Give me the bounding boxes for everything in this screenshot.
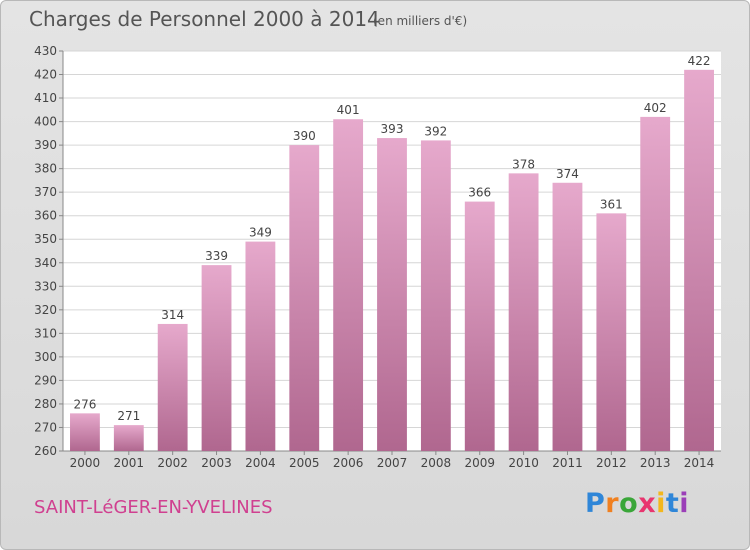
bar-value-label: 349 [249,226,272,240]
bar-value-label: 374 [556,167,579,181]
bar-2008 [420,140,451,452]
x-tick-label: 2010 [508,456,539,470]
proxiti-logo: Proxiti [585,488,689,519]
logo-letter: t [665,488,680,519]
bar-2010 [508,173,539,451]
bar-value-label: 392 [424,124,447,138]
bar-value-label: 366 [468,186,491,200]
chart-title: Charges de Personnel 2000 à 2014 [29,7,380,31]
y-tick-label: 370 [34,185,57,199]
x-tick-label: 2005 [289,456,320,470]
x-tick-label: 2006 [333,456,364,470]
bar-2013 [640,116,671,451]
bar-value-label: 314 [161,308,184,322]
bar-value-label: 390 [293,129,316,143]
logo-letter: i [679,488,690,519]
x-tick-label: 2004 [245,456,276,470]
bar-2011 [552,182,583,451]
x-tick-label: 2014 [684,456,715,470]
logo-letter: o [619,488,639,519]
y-tick-label: 280 [34,397,57,411]
y-tick-label: 290 [34,373,57,387]
logo-letter: P [585,488,606,519]
bar-2012 [596,213,627,451]
bar-2004 [245,241,276,451]
bar-value-label: 378 [512,157,535,171]
x-tick-label: 2001 [114,456,145,470]
x-tick-label: 2002 [157,456,188,470]
x-tick-label: 2011 [552,456,583,470]
x-tick-label: 2008 [421,456,452,470]
y-tick-label: 390 [34,138,57,152]
x-tick-label: 2013 [640,456,671,470]
bar-2009 [464,201,495,451]
y-tick-label: 270 [34,420,57,434]
bar-2003 [201,265,232,451]
logo-letter: r [605,488,620,519]
x-tick-label: 2007 [377,456,408,470]
bar-value-label: 422 [688,54,711,68]
bar-value-label: 339 [205,249,228,263]
y-tick-label: 430 [34,44,57,58]
y-tick-label: 400 [34,115,57,129]
bar-2006 [333,119,364,451]
x-tick-label: 2003 [201,456,232,470]
bar-value-label: 402 [644,101,667,115]
bar-value-label: 361 [600,197,623,211]
bar-2002 [157,323,188,451]
bar-2005 [289,145,320,451]
bar-value-label: 271 [117,409,140,423]
logo-letter: x [638,488,657,519]
chart-subtitle: (en milliers d'€) [373,14,468,28]
x-tick-label: 2000 [70,456,101,470]
commune-name: SAINT-LéGER-EN-YVELINES [34,497,273,518]
logo-letter: i [656,488,666,519]
y-tick-label: 330 [34,279,57,293]
bar-2000 [70,413,100,451]
bar-2001 [113,425,144,451]
y-tick-label: 310 [34,326,57,340]
y-tick-label: 340 [34,256,57,270]
y-tick-label: 420 [34,68,57,82]
bar-value-label: 393 [381,122,404,136]
y-tick-label: 320 [34,303,57,317]
bar-2007 [377,138,407,451]
bar-2014 [684,69,714,451]
bar-value-label: 276 [73,397,96,411]
x-tick-label: 2012 [596,456,627,470]
y-tick-label: 300 [34,350,57,364]
y-tick-label: 260 [34,444,57,458]
x-tick-label: 2009 [464,456,495,470]
y-tick-label: 360 [34,209,57,223]
y-tick-label: 410 [34,91,57,105]
y-tick-label: 380 [34,162,57,176]
y-tick-label: 350 [34,232,57,246]
bar-value-label: 401 [337,103,360,117]
